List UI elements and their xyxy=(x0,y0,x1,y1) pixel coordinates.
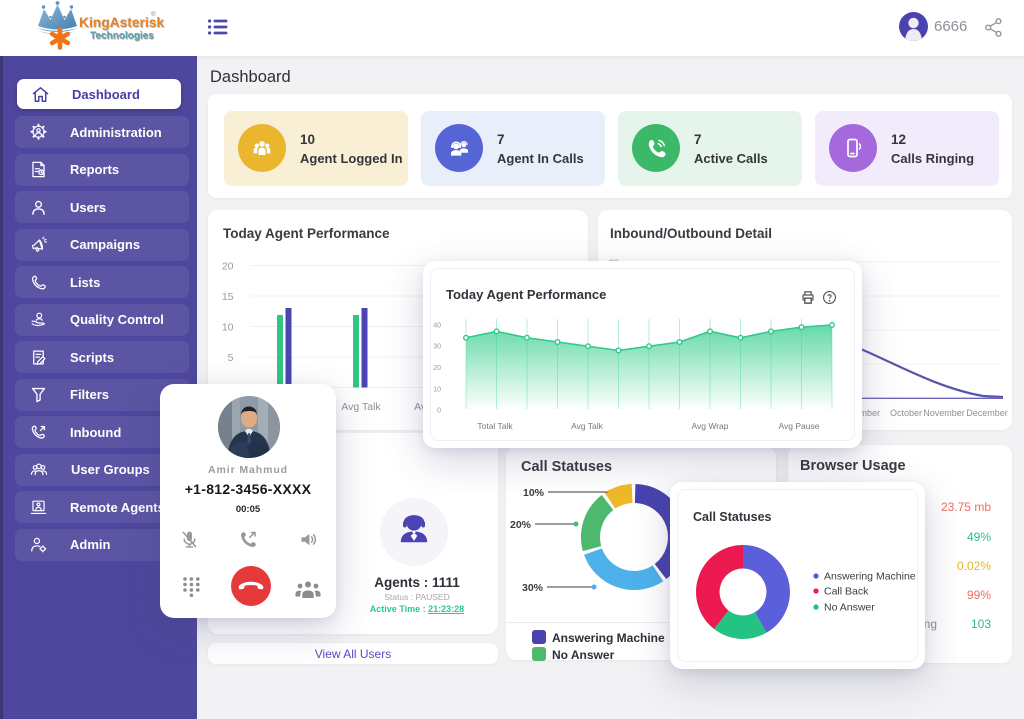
svg-text:No Answer: No Answer xyxy=(824,602,875,614)
svg-text:Total Talk: Total Talk xyxy=(477,421,513,431)
svg-text:10: 10 xyxy=(222,322,234,334)
svg-text:5: 5 xyxy=(228,352,234,364)
svg-text:Technologies: Technologies xyxy=(90,31,154,42)
svg-text:Answering Machine: Answering Machine xyxy=(824,571,916,583)
svg-text:October: October xyxy=(890,408,922,418)
svg-text:30: 30 xyxy=(433,344,441,351)
svg-text:20: 20 xyxy=(433,365,441,372)
svg-text:10: 10 xyxy=(433,387,441,394)
svg-text:December: December xyxy=(966,408,1008,418)
svg-text:15: 15 xyxy=(222,291,234,303)
svg-text:Avg Talk: Avg Talk xyxy=(571,421,604,431)
svg-text:40: 40 xyxy=(433,323,441,330)
svg-text:10%: 10% xyxy=(523,487,545,499)
svg-text:Avg Talk: Avg Talk xyxy=(341,401,381,413)
svg-text:KingAsterisk: KingAsterisk xyxy=(79,15,164,30)
svg-text:0: 0 xyxy=(437,408,441,415)
svg-text:Avg Pause: Avg Pause xyxy=(779,421,820,431)
svg-text:20%: 20% xyxy=(510,519,532,531)
svg-text:November: November xyxy=(923,408,965,418)
svg-text:Avg Wrap: Avg Wrap xyxy=(691,421,728,431)
svg-text:30%: 30% xyxy=(522,582,544,594)
svg-text:Call Back: Call Back xyxy=(824,586,869,598)
svg-text:20: 20 xyxy=(222,261,234,273)
svg-text:®: ® xyxy=(151,10,156,18)
